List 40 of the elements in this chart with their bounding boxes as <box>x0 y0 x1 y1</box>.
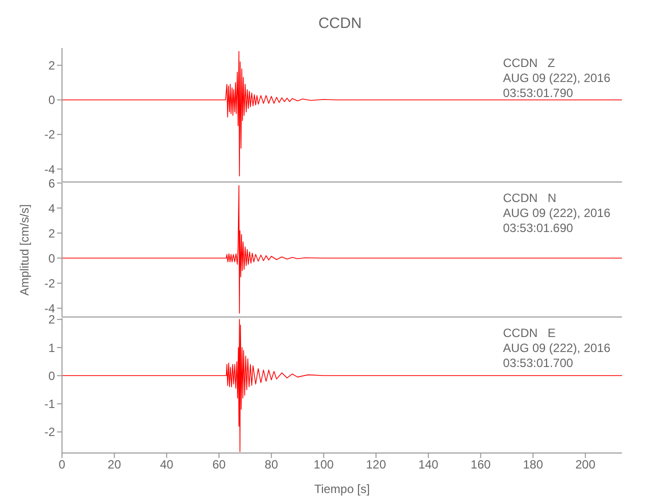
x-tick-label: 200 <box>575 458 596 472</box>
y-tick-label: 2 <box>48 58 56 73</box>
annotation: 03:53:01.790 <box>503 86 574 101</box>
y-tick-label: 0 <box>48 93 56 108</box>
annotation: AUG 09 (222), 2016 <box>503 71 610 86</box>
annotation: CCDN N <box>503 191 558 206</box>
annotation: 03:53:01.690 <box>503 221 574 236</box>
y-tick-label: 0 <box>48 368 56 383</box>
y-tick-label: -2 <box>44 128 56 142</box>
y-tick-label: 2 <box>48 312 56 327</box>
annotation: AUG 09 (222), 2016 <box>503 341 610 356</box>
y-tick-label: -4 <box>44 162 56 176</box>
x-tick-label: 140 <box>418 458 439 472</box>
annotation: 03:53:01.700 <box>503 356 574 371</box>
x-tick-label: 40 <box>160 458 174 472</box>
y-tick-label: 0 <box>48 251 56 266</box>
y-tick-label: 2 <box>48 226 56 240</box>
x-tick-label: 20 <box>108 458 122 472</box>
y-tick-label: 6 <box>48 176 56 190</box>
line-series <box>62 185 622 314</box>
x-tick-label: 80 <box>264 458 278 472</box>
y-tick-label: 1 <box>48 340 56 355</box>
annotation: CCDN Z <box>503 56 556 71</box>
line-series <box>62 51 622 176</box>
y-tick-label: -2 <box>44 276 56 290</box>
x-tick-label: 100 <box>314 458 334 472</box>
x-tick-label: 60 <box>212 458 226 472</box>
x-tick-label: 0 <box>58 458 66 472</box>
x-tick-label: 180 <box>523 458 544 472</box>
y-tick-label: -1 <box>44 397 56 412</box>
x-tick-label: 120 <box>366 458 386 472</box>
annotation: AUG 09 (222), 2016 <box>503 206 610 221</box>
y-tick-label: 4 <box>48 201 56 216</box>
chart-title: CCDN <box>317 14 363 34</box>
y-axis-title: Amplitud [cm/s/s] <box>17 204 32 296</box>
x-tick-label: 160 <box>470 458 492 472</box>
y-tick-label: -4 <box>44 301 56 316</box>
y-tick-label: -2 <box>44 425 56 440</box>
annotation: CCDN E <box>503 326 557 341</box>
x-axis-title: Tiempo [s] <box>314 482 370 496</box>
